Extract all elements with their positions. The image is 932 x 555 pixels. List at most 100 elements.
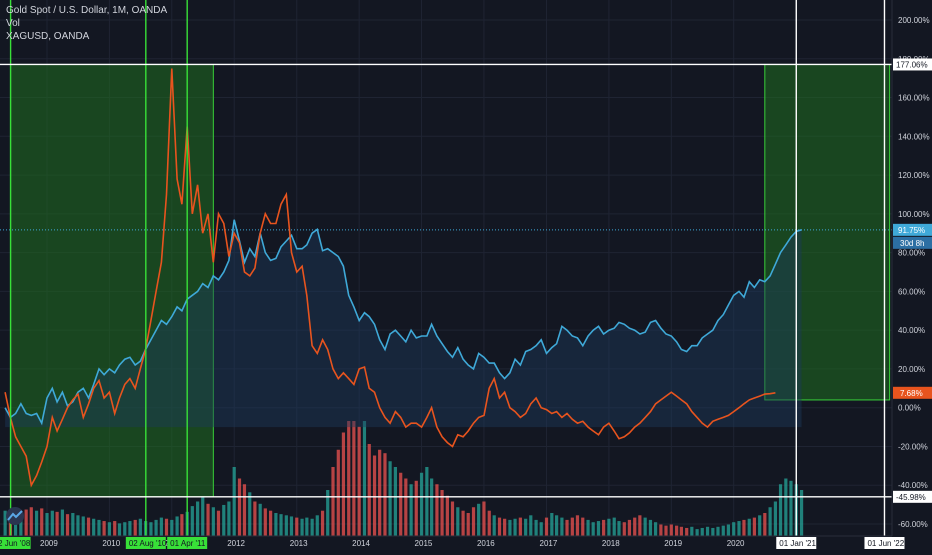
volume-bar [450,501,455,536]
volume-bar [55,511,59,536]
price-scale-bg [892,0,932,550]
volume-bar [456,507,460,536]
silver-value-label: 7.68% [900,389,923,398]
volume-bar [445,495,449,536]
chart-legend: Gold Spot / U.S. Dollar, 1M, OANDA Vol X… [6,4,167,43]
gold-value-label: 91.75% [898,226,925,235]
volume-bar [86,517,91,536]
volume-bar [113,521,117,536]
volume-bar [232,467,236,536]
volume-bar [284,515,288,536]
volume-bar [40,508,44,536]
volume-bar [71,513,75,536]
date-marker-tag[interactable] [125,537,166,549]
volume-bar [388,461,392,536]
volume-bar [60,509,64,536]
silver-line[interactable] [4,68,776,488]
volume-bar [34,510,39,536]
volume-bar [253,501,257,536]
legend-volume[interactable]: Vol [6,18,20,29]
price-tick-label: 160.00% [898,94,930,103]
volume-bar [128,521,132,536]
tradingview-logo-icon[interactable] [4,507,26,525]
volume-bar [487,510,491,536]
volume-bar [627,519,632,536]
date-marker-tag[interactable] [0,537,31,549]
volume-bar [471,507,476,536]
legend-compare[interactable]: XAGUSD, OANDA [6,31,90,42]
volume-bar [133,519,137,536]
volume-bar [211,507,215,536]
price-tick-label: -20.00% [898,442,928,451]
volume-bar [248,492,252,536]
volume-bar [799,490,804,536]
volume-bar [362,421,367,536]
time-tick-label: 2015 [415,539,433,548]
volume-bar [274,513,278,536]
date-marker-label: 02 Aug '10 [129,539,167,548]
time-tick-label: 2019 [664,539,682,548]
volume-bar [347,421,351,536]
volume-bar [29,507,33,536]
highlight-zone[interactable] [9,63,214,498]
time-scale[interactable]: 0620092010201120122013201420152016201720… [0,535,932,550]
volume-bar [430,478,434,536]
highlight-zone[interactable] [764,63,891,401]
volume-bar [367,444,371,536]
date-marker-tag[interactable] [167,537,208,549]
volume-bar [435,484,439,536]
price-scale[interactable]: 200.00%180.00%160.00%140.00%120.00%100.0… [891,0,932,550]
hline-label-bg [893,490,932,503]
volume-bar [258,503,262,536]
volume-bar [466,513,470,536]
volume-bar [315,515,319,536]
price-tick-label: 200.00% [898,16,930,25]
volume-bar [222,504,226,536]
volume-bar [310,518,314,536]
time-tick-label: 2012 [227,539,245,548]
volume-bar [784,478,788,536]
volume-bar [341,432,346,536]
horizontal-lines [0,63,892,498]
volume-bar [201,496,205,536]
volume-bar [107,522,112,536]
date-marker-tag[interactable] [776,537,817,549]
volume-bar [76,515,80,536]
volume-bar [705,526,710,536]
volume-bar [544,517,549,536]
gold-line[interactable] [4,219,802,426]
volume-bar [138,518,142,536]
volume-bar [669,524,673,536]
volume-bar [513,518,517,536]
volume-bar [81,516,85,536]
volume-bar [383,453,387,536]
time-tick-label: 2009 [40,539,58,548]
volume-bar [92,518,96,536]
volume-bar [477,503,481,536]
volume-bar [320,510,325,536]
volume-bar [581,517,585,536]
volume-bar [497,517,502,536]
volume-bar [19,511,23,536]
volume-bar [700,527,704,536]
volume-bar [117,523,122,536]
volume-bar [352,421,356,536]
price-tick-label: 140.00% [898,132,930,141]
price-tick-label: -60.00% [898,520,928,529]
silver-series [4,68,776,488]
volume-bar [404,478,408,536]
date-marker-tag[interactable] [864,537,905,549]
price-tick-label: -40.00% [898,481,928,490]
volume-bar [539,522,543,536]
legend-symbol[interactable]: Gold Spot / U.S. Dollar, 1M, OANDA [6,5,168,16]
countdown-label: 30d 8h [900,239,924,248]
volume-bar [685,527,689,536]
price-tick-label: 20.00% [898,365,925,374]
volume-bar [123,522,127,536]
volume-bar [326,490,330,536]
time-tick-label: 2020 [727,539,745,548]
volume-bar [227,501,231,536]
volume-bar [653,522,658,536]
